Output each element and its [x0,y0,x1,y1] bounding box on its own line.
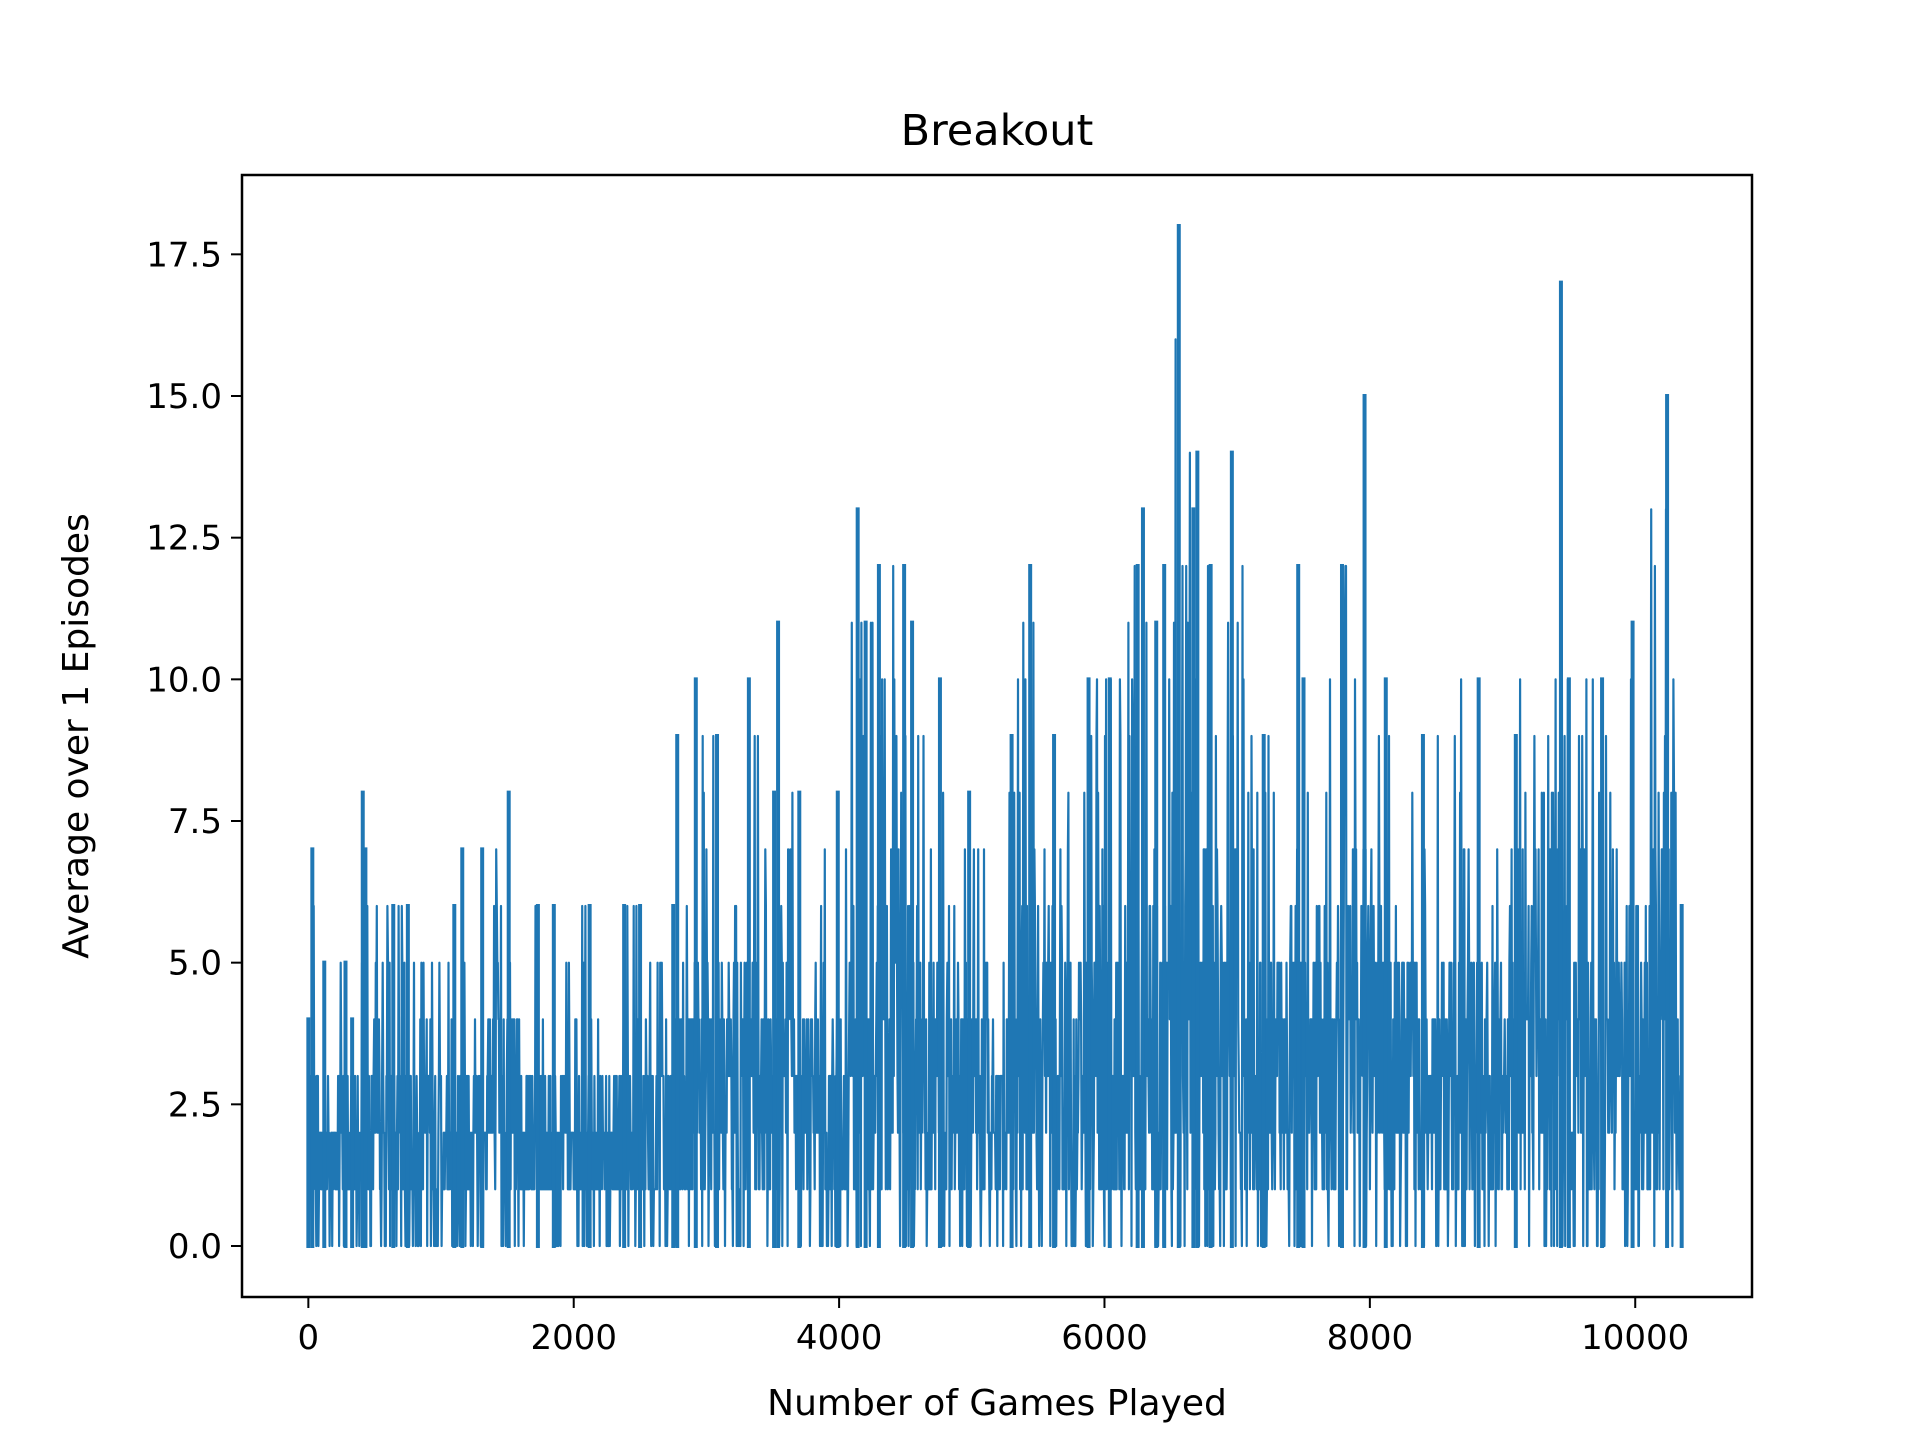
y-tick-label: 15.0 [146,377,222,417]
y-tick-label: 10.0 [146,660,222,700]
x-axis-ticks: 0 2000 4000 6000 8000 10000 [298,1297,1689,1358]
x-tick-label: 0 [298,1318,320,1358]
plot-frame [240,173,1754,1299]
x-axis-title: Number of Games Played [767,1383,1227,1424]
y-tick-label: 5.0 [168,944,222,984]
y-tick-label: 12.5 [146,519,222,559]
y-tick-label: 17.5 [146,235,222,275]
x-tick-label: 4000 [796,1318,883,1358]
y-tick-label: 7.5 [168,802,222,842]
y-axis-ticks: 0.0 2.5 5.0 7.5 10.0 12.5 15.0 17.5 [146,235,242,1267]
series-layer [306,224,1684,1248]
y-tick-label: 0.0 [168,1227,222,1267]
y-tick-label: 2.5 [168,1085,222,1125]
y-axis-title: Average over 1 Episodes [56,513,97,958]
x-tick-label: 2000 [530,1318,617,1358]
chart-title: Breakout [901,106,1094,156]
x-tick-label: 8000 [1327,1318,1414,1358]
x-tick-label: 6000 [1061,1318,1148,1358]
x-tick-label: 10000 [1581,1318,1689,1358]
